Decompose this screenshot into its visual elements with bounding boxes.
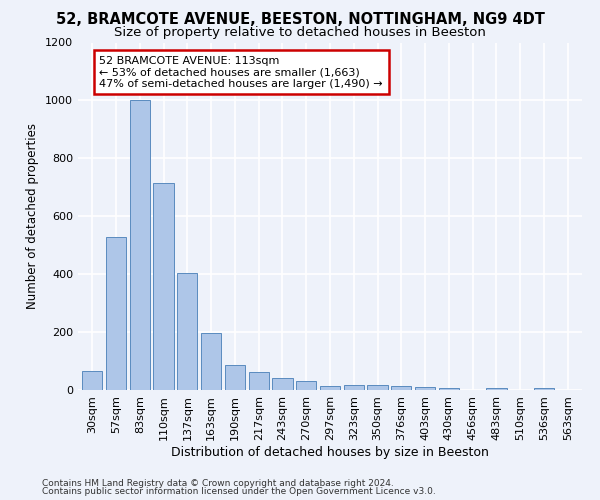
Bar (487, 388, 506, 390)
Y-axis label: Number of detached properties: Number of detached properties (26, 123, 40, 309)
Bar (130, 100, 150, 390)
Bar (225, 366, 245, 390)
Text: 52, BRAMCOTE AVENUE, BEESTON, NOTTINGHAM, NG9 4DT: 52, BRAMCOTE AVENUE, BEESTON, NOTTINGHAM… (56, 12, 544, 28)
Bar (320, 386, 340, 390)
Bar (201, 333, 221, 390)
Bar (296, 382, 316, 390)
Bar (367, 385, 388, 390)
Bar (534, 388, 554, 390)
Text: Contains public sector information licensed under the Open Government Licence v3: Contains public sector information licen… (42, 487, 436, 496)
Bar (106, 236, 126, 390)
Bar (154, 183, 173, 390)
Text: Size of property relative to detached houses in Beeston: Size of property relative to detached ho… (114, 26, 486, 39)
Bar (272, 378, 293, 390)
Text: 52 BRAMCOTE AVENUE: 113sqm
← 53% of detached houses are smaller (1,663)
47% of s: 52 BRAMCOTE AVENUE: 113sqm ← 53% of deta… (100, 56, 383, 88)
Bar (391, 386, 412, 390)
Bar (415, 387, 435, 390)
Text: Contains HM Land Registry data © Crown copyright and database right 2024.: Contains HM Land Registry data © Crown c… (42, 478, 394, 488)
Bar (344, 385, 364, 390)
Bar (248, 372, 269, 390)
Bar (439, 388, 459, 390)
Bar (177, 272, 197, 390)
Bar (82, 371, 103, 390)
X-axis label: Distribution of detached houses by size in Beeston: Distribution of detached houses by size … (171, 446, 489, 458)
